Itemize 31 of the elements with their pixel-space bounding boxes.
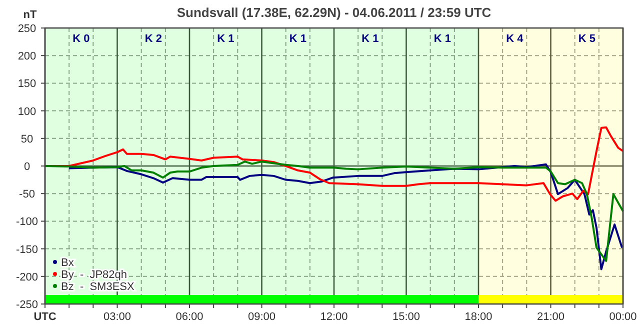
y-tick-label: -100 — [16, 216, 38, 228]
x-tick-label: 15:00 — [392, 311, 420, 323]
x-tick-label: 03:00 — [103, 311, 132, 323]
y-tick-label: -150 — [16, 244, 38, 256]
annotation: K 5 — [578, 33, 596, 45]
chart-title: Sundsvall (17.38E, 62.29N) - 04.06.2011 / 23:59 UTC — [176, 5, 492, 20]
x-tick-label: 18:00 — [464, 311, 492, 323]
x-tick-label: 21:00 — [536, 311, 565, 323]
y-tick-label: 250 — [18, 23, 36, 35]
x-tick-label: 12:00 — [320, 311, 348, 323]
annotation: K 1 — [289, 33, 306, 45]
annotation: K 1 — [217, 33, 234, 45]
legend-label: Bx — [61, 257, 74, 269]
x-tick-label: 09:00 — [248, 311, 276, 323]
x-tick-label: UTC — [34, 311, 56, 323]
y-tick-label: 0 — [24, 161, 30, 173]
annotation: K 1 — [362, 33, 379, 45]
y-axis-title: nT — [23, 9, 37, 21]
annotation: K 0 — [72, 33, 90, 45]
x-tick-label: 00:00 — [609, 311, 637, 323]
y-tick-label: 100 — [18, 106, 36, 118]
x-tick-label: 06:00 — [176, 311, 204, 323]
y-tick-label: 50 — [20, 133, 34, 146]
annotation: K 2 — [144, 33, 162, 45]
y-tick-label: -250 — [16, 299, 38, 311]
annotation: K 1 — [434, 33, 451, 45]
y-tick-label: -50 — [19, 188, 35, 201]
y-tick-label: -200 — [16, 271, 38, 284]
annotation: K 4 — [506, 33, 524, 45]
y-tick-label: 150 — [18, 78, 36, 90]
y-tick-label: 200 — [18, 50, 36, 63]
